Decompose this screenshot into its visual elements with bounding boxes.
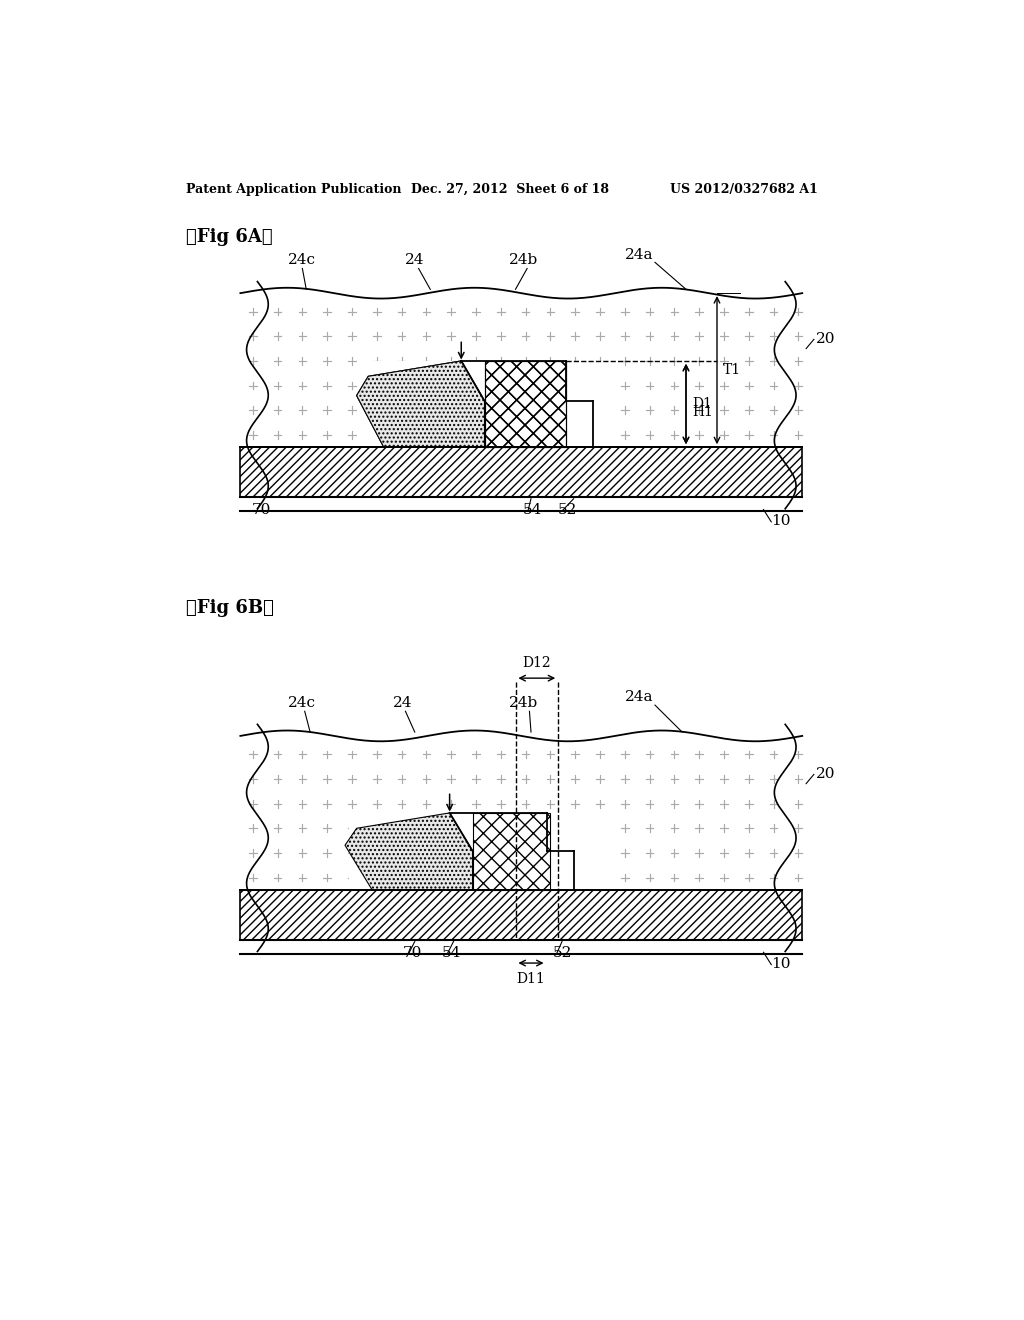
Text: 24c: 24c xyxy=(289,696,316,710)
Text: 20: 20 xyxy=(816,333,836,346)
Bar xyxy=(356,360,612,447)
Text: 24a: 24a xyxy=(626,690,653,705)
Bar xyxy=(349,813,604,890)
Polygon shape xyxy=(356,360,484,447)
Text: 【Fig 6A】: 【Fig 6A】 xyxy=(186,227,272,246)
Text: 52: 52 xyxy=(558,503,578,517)
Polygon shape xyxy=(356,360,484,447)
Text: 20: 20 xyxy=(816,767,836,781)
Polygon shape xyxy=(356,360,484,447)
Bar xyxy=(484,360,566,447)
Text: 24b: 24b xyxy=(509,696,538,710)
Text: 24c: 24c xyxy=(289,253,316,267)
Text: Patent Application Publication: Patent Application Publication xyxy=(186,183,401,197)
Text: 10: 10 xyxy=(771,957,791,970)
Text: 24: 24 xyxy=(393,696,413,710)
Bar xyxy=(473,813,550,890)
Text: 10: 10 xyxy=(771,513,791,528)
Text: 54: 54 xyxy=(442,946,461,960)
Text: 70: 70 xyxy=(403,946,423,960)
Text: 52: 52 xyxy=(553,946,572,960)
Bar xyxy=(484,360,566,447)
Text: 24: 24 xyxy=(406,253,425,267)
Bar xyxy=(241,447,802,498)
Text: D1: D1 xyxy=(692,397,712,411)
Polygon shape xyxy=(356,360,484,447)
Text: US 2012/0327682 A1: US 2012/0327682 A1 xyxy=(671,183,818,197)
Text: D12: D12 xyxy=(522,656,551,671)
Bar xyxy=(241,890,802,940)
Polygon shape xyxy=(345,813,473,890)
Text: 24b: 24b xyxy=(509,253,538,267)
Text: T1: T1 xyxy=(723,363,741,378)
Text: 54: 54 xyxy=(523,503,543,517)
Bar xyxy=(473,813,550,890)
Text: D11: D11 xyxy=(517,973,546,986)
Text: 【Fig 6B】: 【Fig 6B】 xyxy=(186,599,274,616)
Text: 70: 70 xyxy=(252,503,271,517)
Text: 24a: 24a xyxy=(626,248,653,261)
Text: Dec. 27, 2012  Sheet 6 of 18: Dec. 27, 2012 Sheet 6 of 18 xyxy=(411,183,609,197)
Text: H1: H1 xyxy=(692,405,713,418)
Bar xyxy=(484,360,566,447)
Bar xyxy=(484,360,566,447)
